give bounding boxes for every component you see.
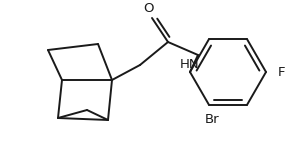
Text: Br: Br [205, 113, 220, 126]
Text: HN: HN [180, 58, 200, 71]
Text: O: O [143, 2, 153, 16]
Text: F: F [278, 66, 285, 78]
